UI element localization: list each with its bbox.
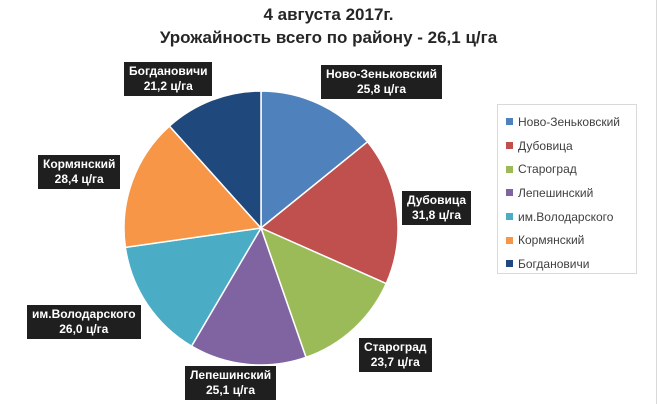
data-label-name: Ново-Зеньковский bbox=[326, 67, 438, 81]
data-label: им.Володарского 26,0 ц/га bbox=[27, 305, 141, 339]
data-label-name: Богдановичи bbox=[129, 64, 208, 78]
legend-item: Дубовица bbox=[506, 134, 636, 158]
legend-swatch bbox=[506, 165, 513, 173]
pie-slice bbox=[259, 226, 388, 359]
data-label-value: 25,1 ц/га bbox=[206, 383, 256, 397]
legend-item: Кормянский bbox=[506, 228, 636, 252]
data-label-name: Дубовица bbox=[407, 193, 467, 207]
data-label: Лепешинский 25,1 ц/га bbox=[185, 366, 277, 400]
legend-swatch bbox=[506, 260, 513, 268]
legend-item: Богдановичи bbox=[506, 252, 636, 276]
legend-label: Лепешинский bbox=[518, 185, 594, 200]
legend-label: Богдановичи bbox=[518, 256, 590, 271]
legend-item: Ново-Зеньковский bbox=[506, 110, 636, 134]
pie-slice bbox=[168, 90, 262, 230]
data-label-value: 21,2 ц/га bbox=[143, 79, 193, 93]
legend-label: Староград bbox=[518, 162, 577, 177]
pie-slice bbox=[259, 140, 399, 285]
legend-label: им.Володарского bbox=[518, 209, 614, 224]
legend: Ново-Зеньковский Дубовица Староград Лепешин… bbox=[497, 104, 637, 274]
data-label-value: 28,4 ц/га bbox=[54, 172, 104, 186]
data-label-name: им.Володарского bbox=[32, 307, 136, 321]
data-label: Богдановичи 21,2 ц/га bbox=[124, 62, 213, 96]
legend-item: им.Володарского bbox=[506, 205, 636, 229]
pie-slice bbox=[260, 90, 369, 230]
legend-swatch bbox=[506, 189, 513, 197]
pie-slice bbox=[124, 227, 263, 348]
data-label-value: 31,8 ц/га bbox=[411, 208, 462, 222]
data-label-value: 25,8 ц/га bbox=[356, 82, 407, 96]
legend-swatch bbox=[506, 142, 513, 150]
legend-swatch bbox=[506, 236, 513, 244]
legend-label: Дубовица bbox=[518, 138, 573, 153]
legend-label: Ново-Зеньковский bbox=[518, 114, 621, 129]
chart-subtitle: Урожайность всего по району - 26,1 ц/га bbox=[159, 28, 498, 47]
data-label-value: 26,0 ц/га bbox=[59, 322, 109, 336]
data-label-name: Староград bbox=[364, 340, 427, 354]
data-label-value: 23,7 ц/га bbox=[370, 355, 420, 369]
chart-title: 4 августа 2017г. bbox=[263, 5, 394, 24]
legend-item: Староград bbox=[506, 157, 636, 181]
data-label: Дубовица 31,8 ц/га bbox=[402, 191, 472, 225]
data-label: Ново-Зеньковский 25,8 ц/га bbox=[321, 65, 443, 99]
legend-swatch bbox=[506, 118, 513, 126]
pie-slice bbox=[123, 125, 263, 249]
legend-item: Лепешинский bbox=[506, 181, 636, 205]
data-label: Староград 23,7 ц/га bbox=[359, 338, 432, 372]
data-label: Кормянский 28,4 ц/га bbox=[38, 155, 121, 189]
pie-slice bbox=[190, 226, 307, 366]
data-label-name: Лепешинский bbox=[190, 368, 272, 382]
legend-swatch bbox=[506, 213, 513, 221]
data-label-name: Кормянский bbox=[43, 157, 116, 171]
legend-label: Кормянский bbox=[518, 233, 585, 248]
